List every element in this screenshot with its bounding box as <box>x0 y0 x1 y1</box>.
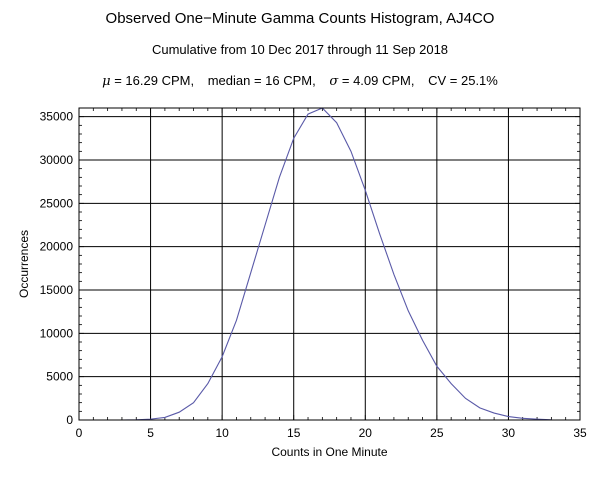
x-tick-label: 30 <box>502 426 516 440</box>
x-tick-label: 25 <box>430 426 444 440</box>
y-tick-label: 5000 <box>46 370 73 384</box>
chart-title: Observed One−Minute Gamma Counts Histogr… <box>105 10 495 27</box>
x-tick-label: 10 <box>215 426 229 440</box>
chart-subtitle: Cumulative from 10 Dec 2017 through 11 S… <box>151 42 449 57</box>
tick-marks <box>78 107 581 421</box>
y-tick-label: 25000 <box>40 196 74 210</box>
plot-frame <box>78 107 581 421</box>
x-tick-label: 20 <box>359 426 373 440</box>
y-tick-label: 15000 <box>40 283 74 297</box>
x-tick-labels: 0 5 10 15 20 25 30 35 <box>76 426 587 440</box>
cv-text: CV = 25.1% <box>428 73 498 88</box>
grid <box>78 108 581 421</box>
x-tick-label: 15 <box>287 426 301 440</box>
y-tick-label: 20000 <box>40 240 74 254</box>
series-line <box>121 107 552 421</box>
mu-symbol: μ <box>102 74 111 89</box>
sigma-symbol: σ <box>329 74 339 89</box>
y-axis-label: Occurrences <box>17 230 31 298</box>
x-tick-label: 0 <box>76 426 83 440</box>
y-tick-label: 30000 <box>40 153 74 167</box>
x-tick-label: 35 <box>573 426 587 440</box>
median-text: median = 16 CPM, <box>207 73 316 88</box>
mu-text: = 16.29 CPM, <box>114 73 195 88</box>
chart-stats: μ = 16.29 CPM, median = 16 CPM, σ = 4.09… <box>0 73 600 89</box>
sigma-text: = 4.09 CPM, <box>341 73 415 88</box>
y-tick-label: 0 <box>66 413 73 427</box>
y-tick-labels: 0 5000 10000 15000 20000 25000 30000 35000 <box>40 110 74 427</box>
y-tick-label: 10000 <box>40 326 74 340</box>
x-axis-label: Counts in One Minute <box>271 445 387 459</box>
y-tick-label: 35000 <box>40 110 74 124</box>
x-tick-label: 5 <box>147 426 154 440</box>
